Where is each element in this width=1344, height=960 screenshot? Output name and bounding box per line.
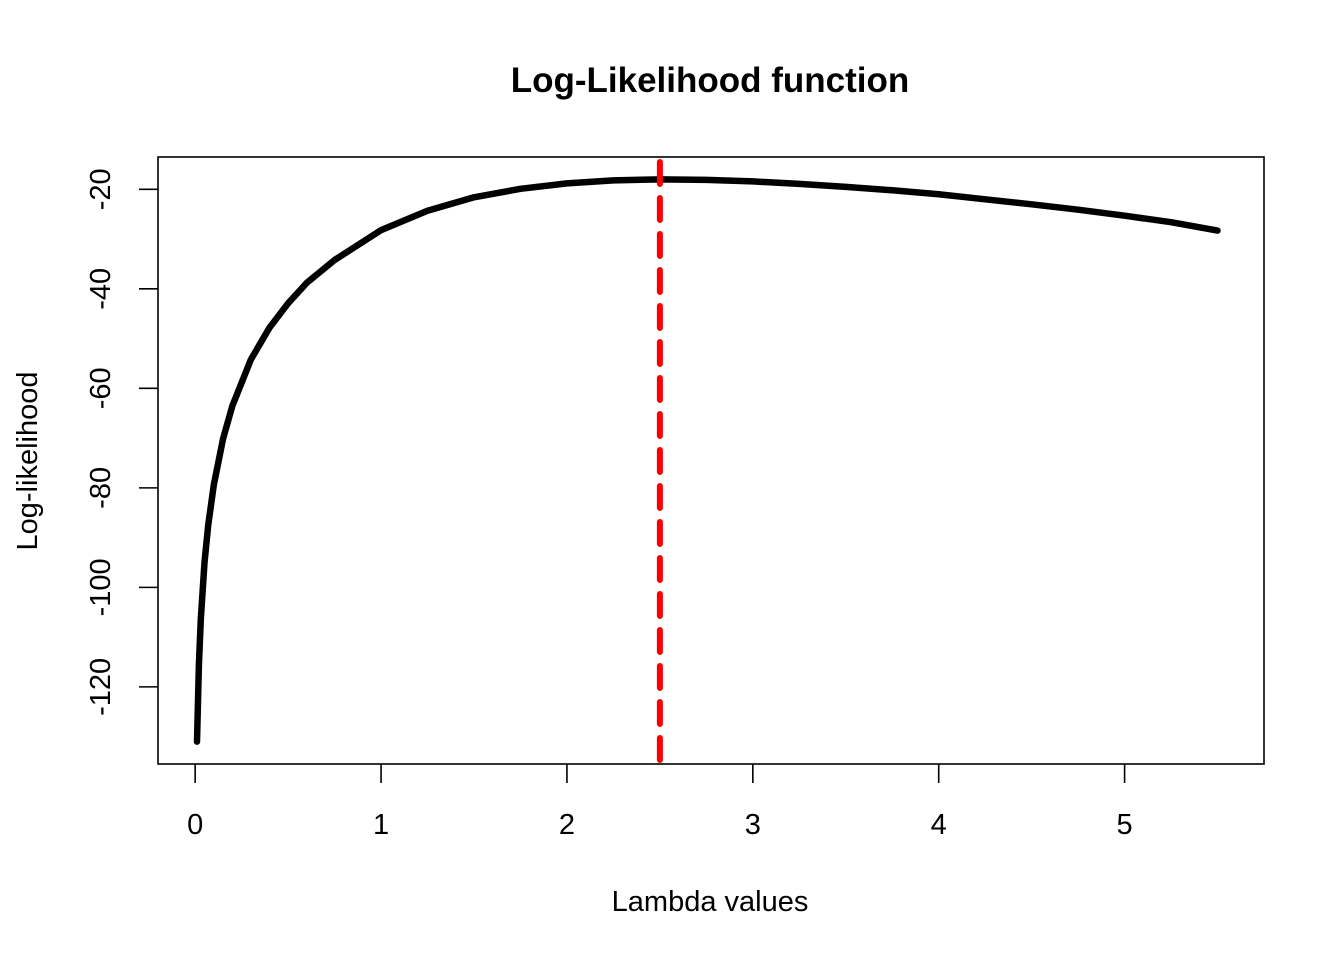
y-tick-label: -80 xyxy=(85,467,117,509)
plot-frame xyxy=(157,156,1265,765)
x-tick-label: 3 xyxy=(745,809,761,841)
y-axis-label: Log-likelihood xyxy=(12,372,44,551)
y-tick-label: -40 xyxy=(85,268,117,310)
x-tick-label: 5 xyxy=(1117,809,1133,841)
y-axis: -120 -100 -80 -60 -40 -20 xyxy=(85,168,158,716)
x-tick-label: 1 xyxy=(373,809,389,841)
y-tick-label: -100 xyxy=(85,558,117,616)
x-axis: 0 1 2 3 4 5 xyxy=(187,764,1133,841)
y-tick-label: -120 xyxy=(85,658,117,716)
x-axis-label: Lambda values xyxy=(612,886,809,918)
x-tick-label: 0 xyxy=(187,809,203,841)
log-likelihood-curve xyxy=(193,176,1221,745)
chart-title: Log-Likelihood function xyxy=(511,61,910,100)
x-tick-label: 4 xyxy=(931,809,947,841)
x-tick-label: 2 xyxy=(559,809,575,841)
y-tick-label: -20 xyxy=(85,168,117,210)
y-tick-label: -60 xyxy=(85,367,117,409)
